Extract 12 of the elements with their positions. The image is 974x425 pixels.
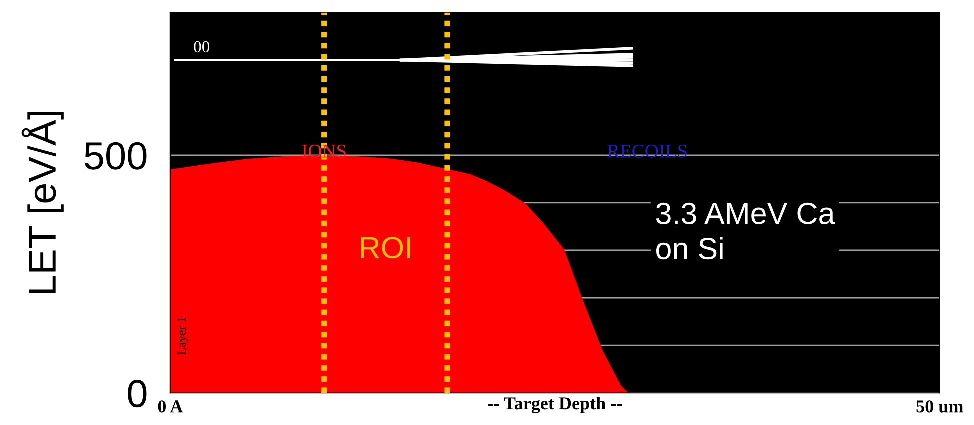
annotation: RECOILS	[608, 144, 687, 158]
annotation: 00	[194, 41, 210, 53]
x-tick-label: 0 A	[158, 400, 184, 413]
annotation: Layer 1	[177, 318, 188, 355]
annotation: 3.3 AMeV Ca on Si	[656, 202, 836, 260]
x-tick-label: 50 um	[916, 400, 964, 413]
y-tick-label: 500	[84, 142, 147, 170]
annotation: IONS	[302, 144, 346, 158]
annotation: ROI	[361, 237, 410, 259]
y-axis-title: LET [eV/Å]	[22, 112, 64, 294]
x-axis-title: -- Target Depth --	[488, 397, 622, 414]
y-tick-label: 0	[128, 380, 147, 408]
